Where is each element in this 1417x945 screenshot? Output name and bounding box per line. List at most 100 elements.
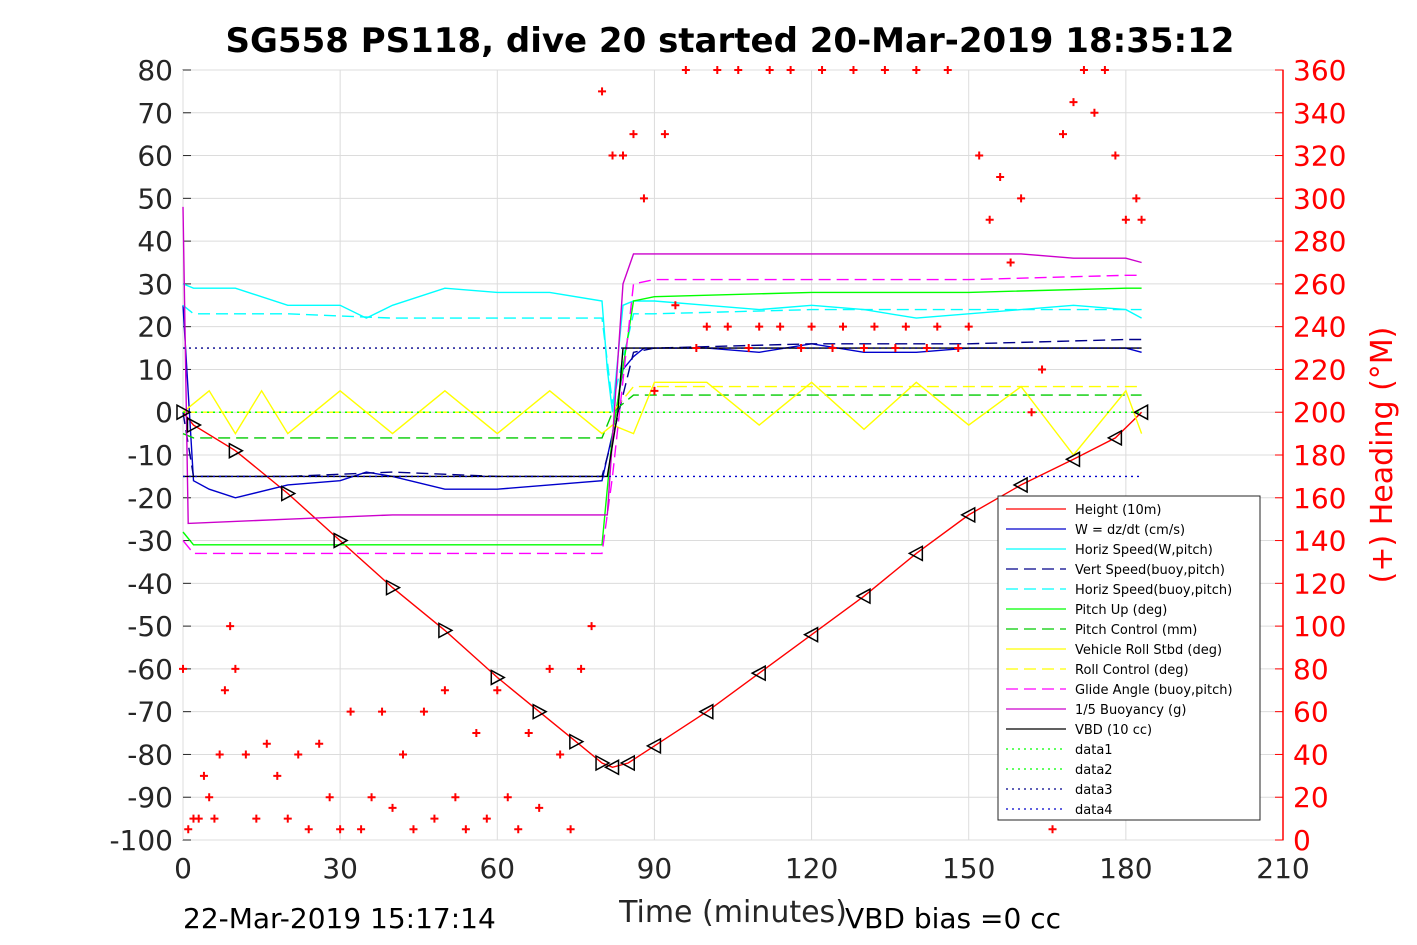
heading-point xyxy=(440,686,449,695)
y-right-tick-label: 180 xyxy=(1293,439,1346,472)
legend-label: data1 xyxy=(1075,743,1113,758)
heading-point xyxy=(378,707,387,716)
y-left-tick-label: -50 xyxy=(127,610,173,643)
heading-point xyxy=(1006,258,1015,267)
heading-point xyxy=(226,622,235,631)
x-axis-label: Time (minutes) xyxy=(618,895,847,930)
y-left-tick-label: -40 xyxy=(127,567,173,600)
footer-vbd-bias: VBD bias =0 cc xyxy=(845,902,1061,935)
heading-point xyxy=(598,87,607,96)
heading-point xyxy=(943,66,952,74)
heading-point xyxy=(184,825,193,834)
y-left-tick-label: 30 xyxy=(137,268,173,301)
legend-label: Horiz Speed(buoy,pitch) xyxy=(1075,583,1232,598)
heading-point xyxy=(472,729,481,738)
heading-point xyxy=(1090,108,1099,117)
height-marker xyxy=(698,703,714,720)
heading-point xyxy=(493,686,502,695)
heading-point xyxy=(231,664,240,673)
height-marker xyxy=(1106,429,1123,447)
y-right-tick-label: 360 xyxy=(1293,54,1346,87)
heading-point xyxy=(702,322,711,331)
heading-point xyxy=(357,825,366,834)
legend-label: Pitch Up (deg) xyxy=(1075,603,1167,618)
legend-box xyxy=(997,495,1261,821)
height-marker xyxy=(333,532,349,549)
height-markers xyxy=(176,403,1149,776)
height-marker xyxy=(603,759,620,776)
y-right-tick-label: 260 xyxy=(1293,268,1346,301)
heading-point xyxy=(608,151,617,160)
y-right-tick-label: 140 xyxy=(1293,525,1346,558)
y-right-axis-label: (+) Heading (°M) xyxy=(1365,327,1400,584)
heading-point xyxy=(1079,66,1088,74)
height-marker xyxy=(176,403,192,421)
y-left-tick-label: -70 xyxy=(127,696,173,729)
heading-point xyxy=(315,739,324,748)
heading-point xyxy=(535,803,544,812)
heading-point xyxy=(587,622,596,631)
heading-point xyxy=(346,707,355,716)
y-left-tick-label: -60 xyxy=(127,653,173,686)
y-right-tick-label: 160 xyxy=(1293,482,1346,515)
heading-point xyxy=(514,825,523,834)
heading-point xyxy=(241,750,250,759)
y-right-tick-labels: 3603403203002802602402202001801601401201… xyxy=(1293,54,1346,857)
heading-point xyxy=(409,825,418,834)
height-marker xyxy=(619,754,635,772)
heading-point xyxy=(828,344,837,353)
y-left-tick-label: 60 xyxy=(137,140,173,173)
heading-point xyxy=(1121,215,1130,224)
legend-label: data4 xyxy=(1075,803,1113,818)
y-right-tick-label: 220 xyxy=(1293,353,1346,386)
y-left-tick-labels: 80 70 60 50 40 30 20 10 0 -10 -20 -30 -40 -50 -60 -70 -8… xyxy=(109,54,173,857)
y-right-tick-label: 300 xyxy=(1293,182,1346,215)
heading-point xyxy=(660,130,669,139)
x-tick-label: 90 xyxy=(637,852,673,885)
heading-point xyxy=(577,664,586,673)
x-tick-label: 0 xyxy=(174,852,192,885)
footer-timestamp: 22-Mar-2019 15:17:14 xyxy=(183,902,496,935)
x-tick-label: 150 xyxy=(942,852,995,885)
y-right-tick-label: 120 xyxy=(1293,567,1346,600)
x-tick-label: 120 xyxy=(785,852,838,885)
heading-point xyxy=(566,825,575,834)
heading-point xyxy=(818,66,827,74)
x-tick-labels: 0 30 60 90 120 150 180 210 xyxy=(174,852,1310,885)
heading-point xyxy=(681,66,690,74)
heading-point xyxy=(325,793,334,802)
heading-point xyxy=(1017,194,1026,203)
heading-point xyxy=(210,814,219,823)
chart-title: SG558 PS118, dive 20 started 20-Mar-2019… xyxy=(226,21,1235,61)
heading-point xyxy=(283,814,292,823)
heading-point xyxy=(619,151,627,160)
heading-point xyxy=(629,130,638,139)
heading-point xyxy=(692,344,701,353)
heading-point xyxy=(215,750,224,759)
heading-point xyxy=(964,322,973,331)
y-left-tick-label: 70 xyxy=(137,97,173,130)
heading-point xyxy=(482,814,491,823)
heading-point xyxy=(922,344,931,353)
heading-point xyxy=(252,814,261,823)
y-left-tick-label: 10 xyxy=(137,353,173,386)
x-tick-label: 210 xyxy=(1256,852,1309,885)
y-right-tick-label: 60 xyxy=(1293,696,1329,729)
legend-label: data2 xyxy=(1075,763,1113,778)
heading-point xyxy=(273,771,282,780)
y-right-tick-label: 240 xyxy=(1293,311,1346,344)
heading-point xyxy=(671,301,680,310)
legend-label: VBD (10 cc) xyxy=(1075,723,1152,738)
height-marker xyxy=(1132,403,1149,421)
heading-point xyxy=(996,172,1005,181)
heading-point xyxy=(461,825,470,834)
heading-point xyxy=(639,194,648,203)
heading-point xyxy=(205,793,214,802)
heading-point xyxy=(545,664,554,673)
heading-point xyxy=(1038,365,1047,374)
heading-point xyxy=(1137,215,1146,224)
height-marker xyxy=(802,626,819,643)
series-line-8 xyxy=(183,385,1142,413)
y-right-tick-label: 320 xyxy=(1293,140,1346,173)
height-marker xyxy=(645,737,662,755)
